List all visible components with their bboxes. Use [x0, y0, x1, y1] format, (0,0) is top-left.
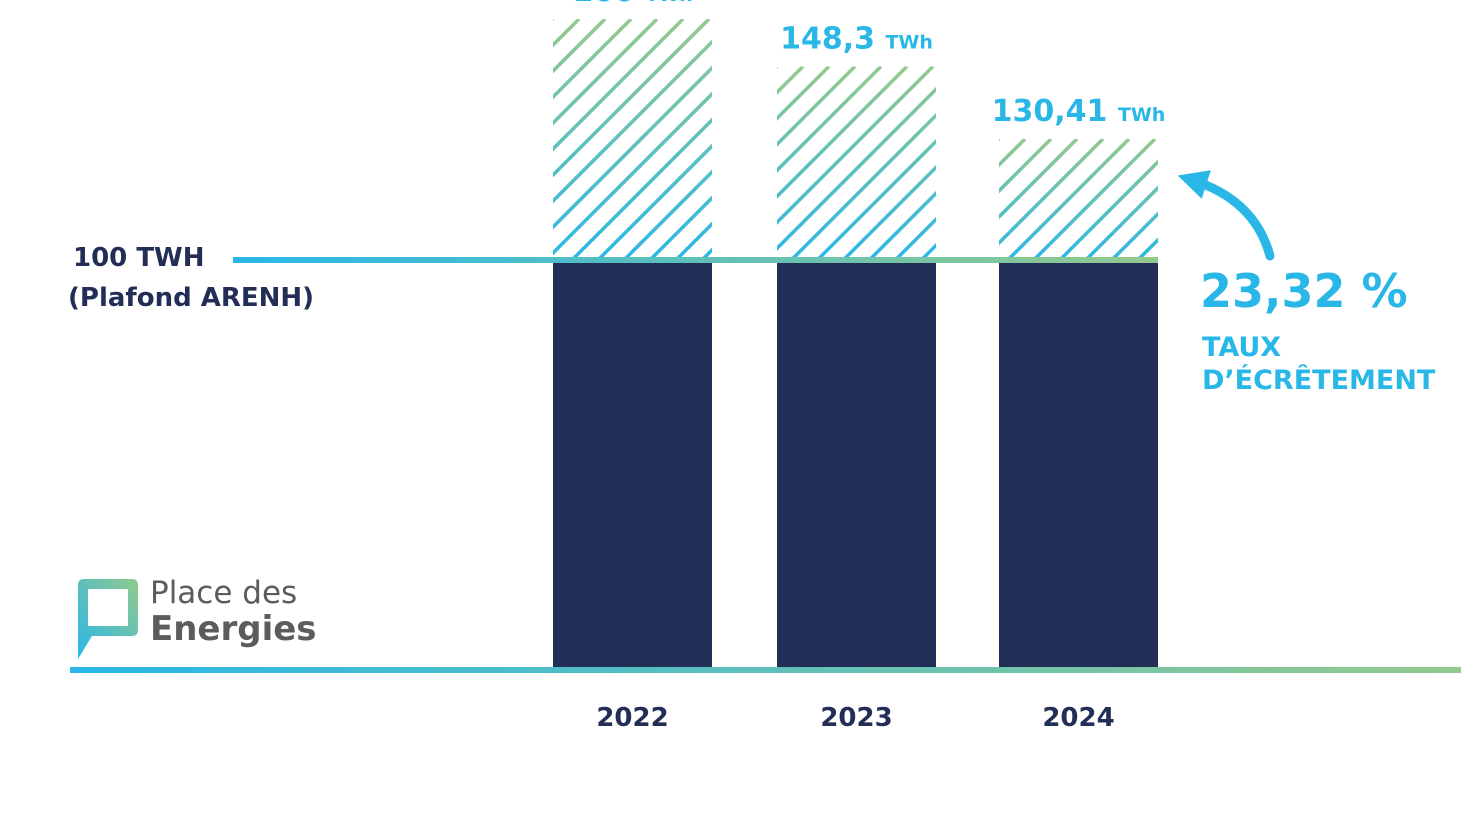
brand-logo: Place des Energies [78, 575, 317, 659]
speech-bubble-icon [78, 579, 138, 659]
clipping-rate-label: TAUX [1202, 332, 1281, 363]
value-label-2024: 130,41 TWh [992, 94, 1166, 129]
logo-text-top: Place des [150, 575, 297, 611]
bars-layer [553, 19, 1158, 667]
bar-capped-2022 [553, 262, 712, 667]
x-tick-label-2022: 2022 [596, 703, 668, 733]
reference-label: 100 TWH [73, 243, 205, 273]
clipping-rate-value: 23,32 % [1200, 264, 1408, 318]
bar-excess-2023 [777, 66, 936, 263]
x-tick-label-2023: 2023 [820, 703, 892, 733]
curved-arrow-icon [1177, 170, 1275, 261]
clipping-rate-sublabel: D’ÉCRÊTEMENT [1202, 364, 1436, 396]
bar-capped-2024 [999, 262, 1158, 667]
reference-line [233, 257, 1158, 263]
x-axis-line [70, 667, 1461, 673]
labels-layer: 160 TWh 2022 148,3 TWh 2023 130,41 TWh 2024 [572, 0, 1165, 733]
value-label-2022: 160 TWh [572, 0, 693, 9]
bar-capped-2023 [777, 262, 936, 667]
bar-excess-2022 [553, 19, 712, 262]
value-label-2023: 148,3 TWh [780, 21, 933, 56]
bar-excess-2024 [999, 138, 1158, 262]
logo-text-bottom: Energies [150, 609, 317, 649]
x-tick-label-2024: 2024 [1042, 703, 1114, 733]
reference-sublabel: (Plafond ARENH) [68, 283, 314, 313]
